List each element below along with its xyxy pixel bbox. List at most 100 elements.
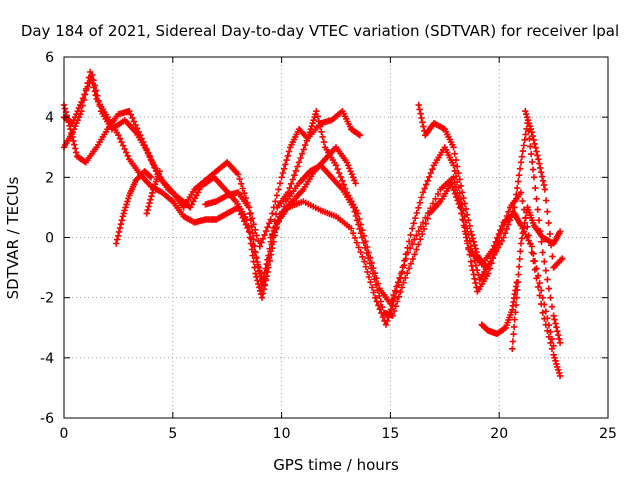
data-point <box>524 223 531 230</box>
data-point <box>539 309 546 316</box>
data-point <box>556 335 563 343</box>
data-point <box>552 357 559 364</box>
data-point <box>320 138 328 146</box>
data-point <box>260 279 267 286</box>
data-point <box>534 152 541 159</box>
data-point <box>522 214 529 221</box>
data-point <box>368 265 375 272</box>
data-point <box>348 225 355 232</box>
data-point <box>542 308 549 315</box>
series-arc-3 <box>60 71 557 349</box>
data-point <box>121 145 128 153</box>
data-point <box>405 265 413 272</box>
data-point <box>554 363 561 371</box>
y-tick-label: -6 <box>40 411 54 427</box>
data-point <box>72 114 79 121</box>
data-point <box>521 219 528 227</box>
data-point <box>516 255 523 263</box>
data-point <box>147 196 154 203</box>
data-point <box>547 339 554 346</box>
data-point <box>349 230 357 237</box>
data-point <box>369 270 377 277</box>
data-point <box>266 254 273 262</box>
data-point <box>413 246 420 253</box>
series-arc-9 <box>478 279 520 337</box>
data-point <box>392 303 399 310</box>
data-point <box>250 221 257 228</box>
data-point <box>272 224 279 231</box>
data-point <box>234 171 242 178</box>
data-point <box>256 243 263 250</box>
data-point <box>416 106 423 113</box>
data-point <box>514 184 521 192</box>
data-point <box>450 144 457 151</box>
data-point <box>120 210 127 217</box>
data-point <box>534 206 541 213</box>
data-point <box>69 120 76 127</box>
data-point <box>238 180 245 187</box>
data-point <box>126 108 133 115</box>
data-point <box>69 133 76 141</box>
data-point <box>532 184 539 192</box>
data-point <box>360 239 367 246</box>
data-point <box>372 294 379 301</box>
data-point <box>513 191 520 198</box>
data-point <box>291 172 298 179</box>
data-point <box>398 270 405 277</box>
data-point <box>86 79 93 86</box>
data-point <box>473 248 480 256</box>
data-point <box>362 244 369 251</box>
data-point <box>539 294 546 301</box>
data-point <box>318 128 325 135</box>
data-point <box>259 235 267 242</box>
data-point <box>94 92 101 99</box>
data-point <box>90 77 97 84</box>
data-point <box>409 255 416 263</box>
data-point <box>276 213 284 221</box>
data-point <box>259 290 267 297</box>
data-point <box>472 245 479 252</box>
x-tick-label: 25 <box>599 426 617 442</box>
data-point <box>410 220 417 227</box>
data-point <box>522 108 529 115</box>
y-tick-label: 6 <box>45 50 54 66</box>
data-point <box>377 298 384 305</box>
data-point <box>426 173 433 181</box>
data-point <box>245 204 253 211</box>
data-point <box>491 242 498 249</box>
data-point <box>156 168 163 175</box>
data-point <box>413 209 420 217</box>
data-point <box>248 215 256 222</box>
data-point <box>470 238 477 245</box>
data-point <box>405 238 413 245</box>
data-point <box>517 159 525 166</box>
data-point <box>72 149 80 156</box>
data-point <box>412 215 419 222</box>
data-point <box>118 217 125 224</box>
data-point <box>541 301 548 308</box>
data-point <box>550 342 557 349</box>
data-point <box>278 174 285 181</box>
data-point <box>454 197 461 204</box>
data-point <box>75 104 83 112</box>
data-point <box>460 194 467 202</box>
data-point <box>288 180 295 187</box>
data-point <box>145 203 152 210</box>
data-point <box>295 159 303 166</box>
data-point <box>515 271 522 278</box>
data-point <box>257 270 264 277</box>
data-point <box>528 150 535 158</box>
data-point <box>512 301 520 309</box>
data-point <box>117 221 125 228</box>
data-point <box>389 312 396 319</box>
data-point <box>367 279 374 286</box>
data-point <box>344 162 352 169</box>
data-point <box>534 283 542 291</box>
data-point <box>359 253 366 260</box>
data-point <box>556 339 564 346</box>
data-point <box>458 210 465 217</box>
chart-title: Day 184 of 2021, Sidereal Day-to-day VTE… <box>21 22 619 40</box>
data-point <box>272 198 279 205</box>
data-point <box>472 279 479 287</box>
data-point <box>520 142 527 149</box>
